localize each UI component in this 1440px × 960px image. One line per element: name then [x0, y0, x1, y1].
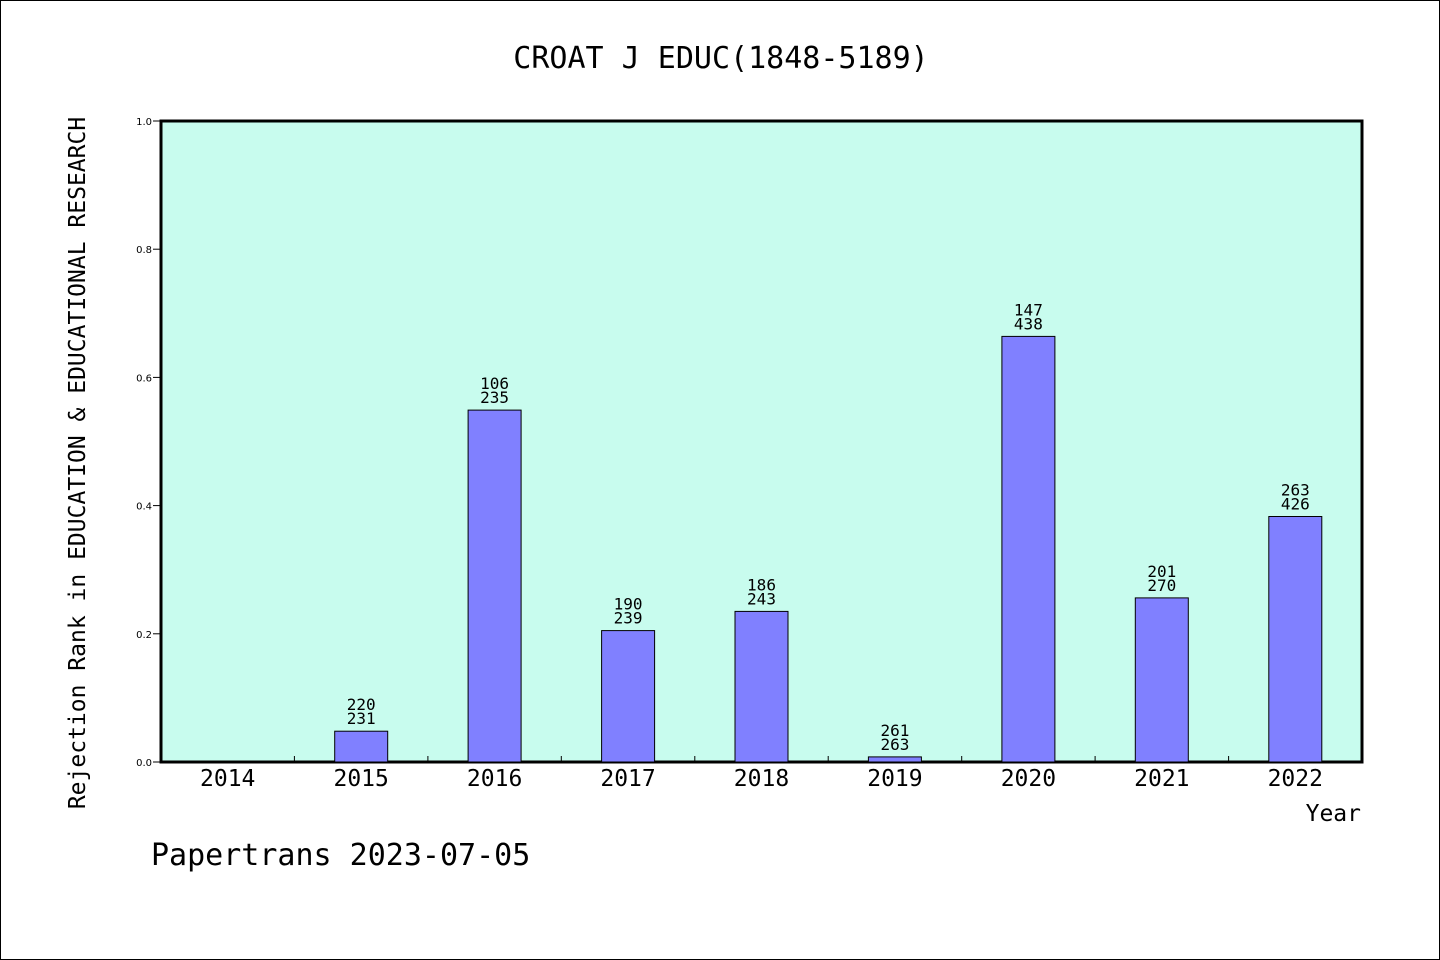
x-tick-label-2018: 2018 [734, 766, 789, 792]
bar-label-2016-bottom: 235 [480, 388, 509, 407]
bar-2022 [1268, 516, 1323, 763]
bar-label-2022-bottom: 426 [1281, 495, 1310, 514]
bar-label-2020-top: 147 [1014, 300, 1043, 319]
bars-layer [334, 335, 1323, 763]
bar-label-2018-bottom: 243 [747, 589, 776, 608]
y-tick-label-1.0: 1.0 [136, 117, 152, 128]
bar-2015 [334, 730, 389, 763]
bar-label-2018-top: 186 [747, 575, 776, 594]
x-tick-label-2014: 2014 [200, 766, 255, 792]
bar-label-2015-top: 220 [347, 695, 376, 714]
bar-label-2017-top: 190 [614, 595, 643, 614]
bar-2020 [1001, 335, 1056, 763]
bar-2017 [601, 630, 656, 763]
y-tick-label-0.2: 0.2 [136, 630, 152, 641]
x-tick-label-2020: 2020 [1001, 766, 1056, 792]
bar-2021 [1134, 597, 1189, 763]
y-tick-label-0.8: 0.8 [136, 245, 152, 256]
bar-label-2016-top: 106 [480, 374, 509, 393]
y-axis-label: Rejection Rank in EDUCATION & EDUCATIONA… [65, 117, 91, 809]
x-tick-label-2015: 2015 [333, 766, 388, 792]
bar-labels-layer: 2202311062351902391862432612631474382012… [347, 300, 1310, 754]
y-tick-label-0.4: 0.4 [136, 502, 152, 513]
x-tick-label-2022: 2022 [1268, 766, 1323, 792]
bar-label-2021-top: 201 [1147, 562, 1176, 581]
x-tick-label-2021: 2021 [1134, 766, 1189, 792]
y-tick-label-0.6: 0.6 [136, 373, 152, 384]
bar-label-2021-bottom: 270 [1147, 576, 1176, 595]
footer-date-stamp: Papertrans 2023-07-05 [151, 838, 530, 873]
bar-2018 [734, 610, 789, 763]
bar-2019 [867, 756, 922, 763]
x-tick-label-2017: 2017 [600, 766, 655, 792]
bar-label-2022-top: 263 [1281, 481, 1310, 500]
bar-label-2019-top: 261 [880, 721, 909, 740]
y-axis-ticks: 0.0 0.2 0.4 0.6 0.8 1.0 [136, 117, 161, 769]
x-tick-label-2016: 2016 [467, 766, 522, 792]
bar-label-2015-bottom: 231 [347, 709, 376, 728]
x-axis-ticks: 2014 2015 2016 2017 2018 2019 2020 2021 2022 [200, 756, 1323, 792]
x-tick-label-2019: 2019 [867, 766, 922, 792]
bar-label-2019-bottom: 263 [880, 735, 909, 754]
bar-2016 [467, 409, 522, 763]
y-tick-label-0.0: 0.0 [136, 758, 152, 769]
bar-label-2020-bottom: 438 [1014, 314, 1043, 333]
bar-label-2017-bottom: 239 [614, 609, 643, 628]
chart-title: CROAT J EDUC(1848-5189) [513, 41, 928, 76]
x-axis-label: Year [1306, 801, 1361, 827]
